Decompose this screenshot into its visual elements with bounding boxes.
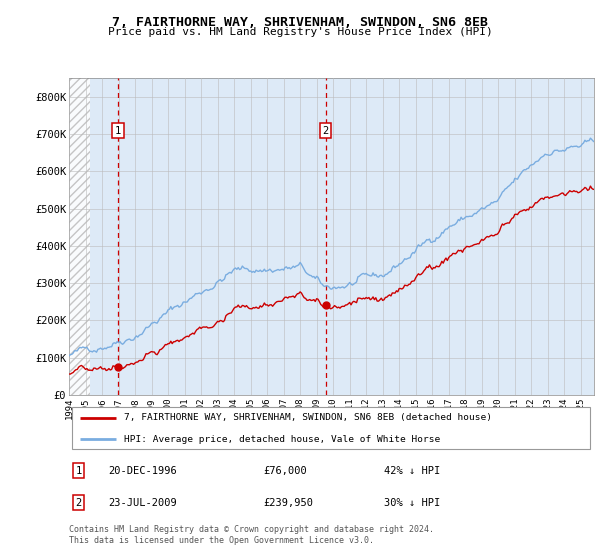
Text: 1: 1 bbox=[76, 465, 82, 475]
Text: 2: 2 bbox=[322, 125, 329, 136]
Text: 1: 1 bbox=[115, 125, 121, 136]
Text: Price paid vs. HM Land Registry's House Price Index (HPI): Price paid vs. HM Land Registry's House … bbox=[107, 27, 493, 37]
Text: 7, FAIRTHORNE WAY, SHRIVENHAM, SWINDON, SN6 8EB: 7, FAIRTHORNE WAY, SHRIVENHAM, SWINDON, … bbox=[112, 16, 488, 29]
Text: 20-DEC-1996: 20-DEC-1996 bbox=[109, 465, 177, 475]
Text: 23-JUL-2009: 23-JUL-2009 bbox=[109, 498, 177, 508]
Text: 2: 2 bbox=[76, 498, 82, 508]
FancyBboxPatch shape bbox=[71, 407, 590, 449]
Text: 42% ↓ HPI: 42% ↓ HPI bbox=[384, 465, 440, 475]
Text: HPI: Average price, detached house, Vale of White Horse: HPI: Average price, detached house, Vale… bbox=[124, 435, 440, 444]
Polygon shape bbox=[69, 78, 91, 395]
Text: 30% ↓ HPI: 30% ↓ HPI bbox=[384, 498, 440, 508]
Text: 7, FAIRTHORNE WAY, SHRIVENHAM, SWINDON, SN6 8EB (detached house): 7, FAIRTHORNE WAY, SHRIVENHAM, SWINDON, … bbox=[124, 413, 492, 422]
Text: £76,000: £76,000 bbox=[263, 465, 307, 475]
Text: Contains HM Land Registry data © Crown copyright and database right 2024.
This d: Contains HM Land Registry data © Crown c… bbox=[69, 525, 434, 545]
Text: £239,950: £239,950 bbox=[263, 498, 313, 508]
